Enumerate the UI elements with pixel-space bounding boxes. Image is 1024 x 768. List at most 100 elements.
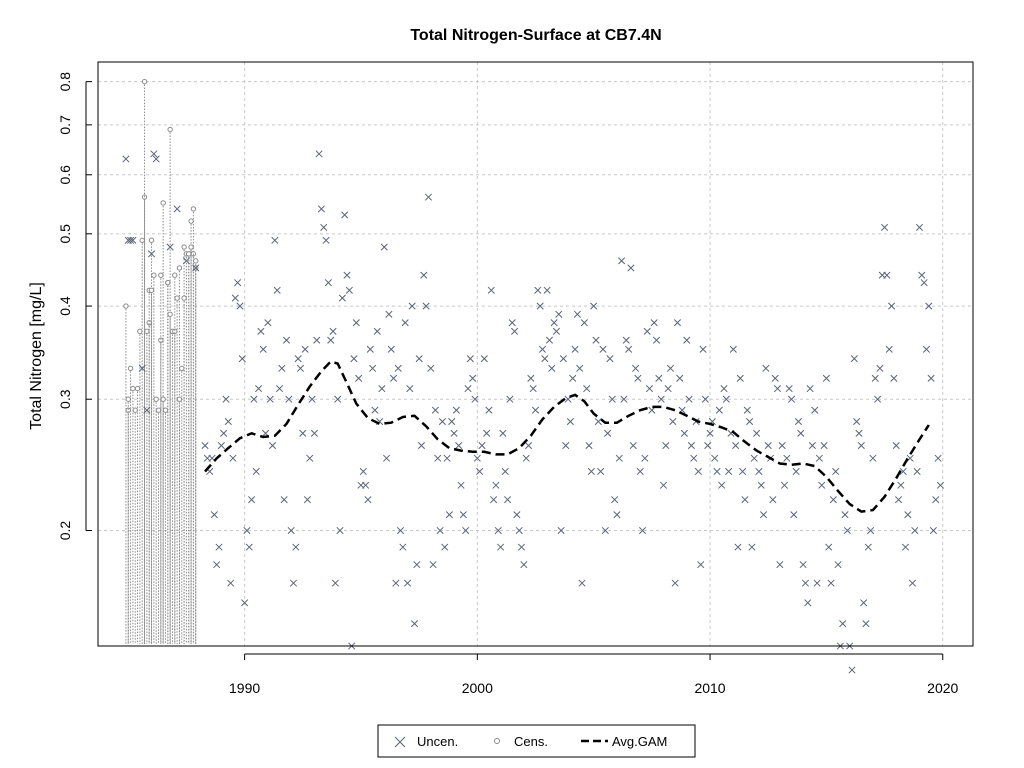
y-axis-label: Total Nitrogen [mg/L]	[28, 282, 45, 430]
uncensored-point	[292, 543, 300, 551]
uncensored-point	[592, 336, 600, 344]
uncensored-point	[275, 385, 284, 393]
uncensored-point	[894, 496, 903, 504]
uncensored-point	[864, 543, 872, 551]
censored-point	[139, 237, 145, 244]
censored-point	[127, 365, 134, 372]
uncensored-point	[671, 579, 679, 587]
uncensored-point	[334, 395, 342, 403]
uncensored-point	[450, 429, 458, 437]
uncensored-point	[431, 406, 439, 414]
uncensored-point	[285, 395, 293, 403]
censored-point	[123, 303, 129, 309]
uncensored-point	[383, 454, 391, 462]
uncensored-point	[371, 406, 379, 414]
uncensored-point	[608, 395, 616, 403]
uncensored-point	[799, 561, 807, 569]
x-tick-label: 2000	[462, 680, 493, 696]
uncensored-point	[794, 418, 803, 426]
uncensored-point	[350, 355, 358, 363]
uncensored-point	[466, 355, 474, 363]
uncensored-point	[278, 364, 286, 372]
grid	[98, 62, 973, 646]
uncensored-point	[462, 526, 470, 535]
uncensored-point	[296, 364, 305, 372]
uncensored-point	[550, 319, 558, 327]
uncensored-point	[720, 385, 728, 393]
uncensored-point	[287, 526, 295, 535]
uncensored-point	[585, 442, 593, 450]
uncensored-point	[236, 302, 244, 310]
censored-point	[144, 328, 150, 335]
uncensored-point	[911, 526, 919, 535]
uncensored-point	[471, 395, 479, 403]
uncensored-point	[604, 429, 612, 437]
uncensored-point	[760, 511, 768, 519]
uncensored-point	[562, 442, 570, 450]
uncensored-point	[173, 205, 181, 213]
uncensored-point	[662, 442, 670, 450]
uncensored-point	[711, 454, 719, 462]
uncensored-point	[266, 395, 274, 403]
uncensored-point	[755, 467, 763, 476]
legend: Uncen. Cens. Avg.GAM	[377, 724, 696, 758]
uncensored-point	[778, 442, 786, 450]
legend-box	[377, 724, 696, 758]
uncensored-point	[892, 442, 900, 450]
uncensored-point	[557, 526, 565, 535]
uncensored-point	[315, 150, 323, 158]
uncensored-point	[485, 406, 493, 414]
uncensored-point	[718, 481, 726, 489]
uncensored-point	[317, 205, 325, 213]
uncensored-point	[445, 511, 453, 519]
uncensored-point	[669, 418, 677, 426]
uncensored-point	[748, 543, 756, 551]
uncensored-point	[420, 271, 428, 279]
uncensored-point	[301, 345, 309, 353]
uncensored-point	[438, 418, 446, 426]
legend-marker-x-icon	[394, 736, 406, 748]
uncensored-point	[320, 223, 328, 231]
uncensored-point	[392, 579, 400, 587]
uncensored-point	[743, 406, 751, 414]
legend-label-uncen: Uncen.	[417, 734, 458, 749]
censored-point	[151, 272, 157, 278]
censored-point	[193, 258, 199, 264]
uncensored-point	[818, 481, 826, 489]
uncensored-point	[790, 511, 798, 519]
uncensored-point	[827, 579, 835, 587]
uncensored-point	[201, 442, 209, 450]
uncensored-point	[922, 345, 931, 353]
uncensored-point	[252, 467, 260, 476]
uncensored-point	[655, 374, 663, 382]
uncensored-point	[780, 481, 789, 489]
uncensored-point	[853, 418, 861, 426]
uncensored-point	[871, 374, 879, 382]
uncensored-point	[901, 543, 910, 551]
uncensored-point	[734, 543, 742, 551]
uncensored-point	[822, 374, 830, 382]
uncensored-point	[806, 385, 814, 393]
uncensored-point	[906, 454, 914, 462]
uncensored-point	[473, 454, 481, 462]
uncensored-point	[417, 442, 426, 450]
uncensored-point	[645, 385, 654, 393]
uncensored-point	[657, 395, 665, 403]
uncensored-point	[294, 355, 302, 363]
uncensored-point	[452, 406, 460, 414]
legend-label-gam: Avg.GAM	[612, 734, 667, 749]
uncensored-point	[932, 496, 940, 504]
uncensored-point	[913, 467, 921, 476]
uncensored-point	[676, 374, 684, 382]
legend-item-uncen: Uncen.	[394, 734, 458, 749]
uncensored-point	[792, 467, 800, 476]
uncensored-point	[264, 319, 272, 327]
censored-point	[132, 407, 138, 413]
uncensored-point	[685, 395, 693, 403]
uncensored-point	[659, 481, 668, 489]
uncensored-point	[783, 454, 791, 462]
uncensored-point	[890, 374, 898, 382]
uncensored-point	[641, 454, 649, 462]
uncensored-point	[834, 561, 842, 569]
censored-point	[134, 385, 141, 392]
